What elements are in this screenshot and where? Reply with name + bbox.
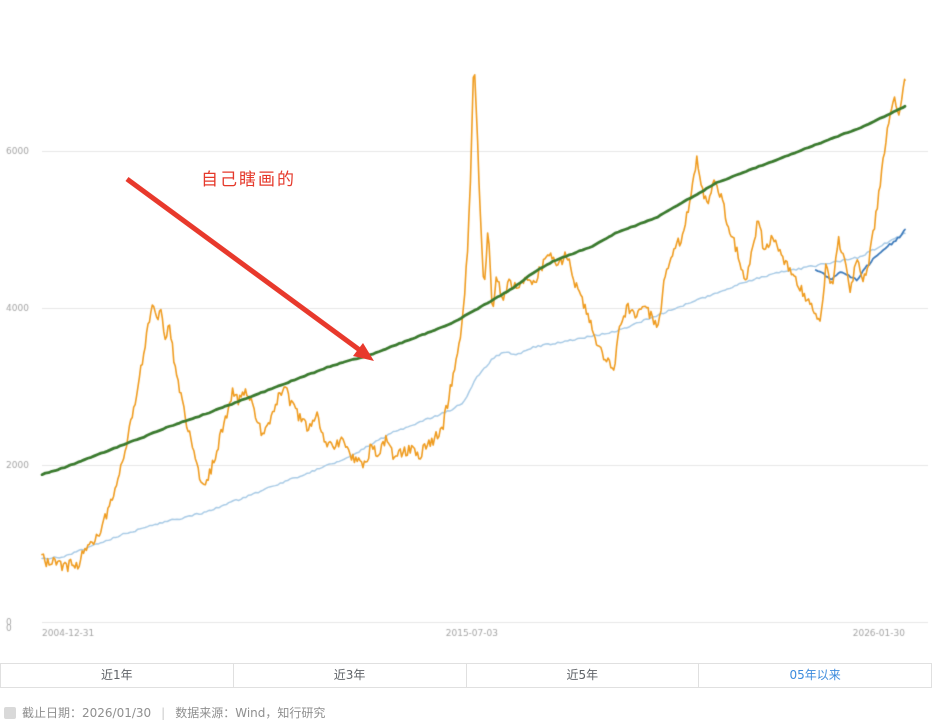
hand-drawn-note: 自己瞎画的 (201, 170, 296, 190)
footer-logo-icon (4, 706, 16, 719)
tab-3-years[interactable]: 近3年 (232, 663, 467, 688)
period-tabs: 近1年 近3年 近5年 05年以来 (0, 663, 932, 688)
footer: 截止日期：2026/01/30 | 数据来源：Wind，知行研究 (4, 704, 325, 721)
tab-since-2005[interactable]: 05年以来 (698, 663, 932, 688)
tab-1-year[interactable]: 近1年 (0, 663, 234, 688)
footer-data-source: 数据来源：Wind，知行研究 (175, 706, 326, 720)
line-chart: 自己瞎画的 (0, 0, 932, 655)
footer-cutoff-date: 截止日期：2026/01/30 (22, 706, 152, 720)
footer-divider: | (161, 705, 166, 720)
line-chart-canvas (0, 0, 932, 655)
tab-5-years[interactable]: 近5年 (465, 663, 700, 688)
